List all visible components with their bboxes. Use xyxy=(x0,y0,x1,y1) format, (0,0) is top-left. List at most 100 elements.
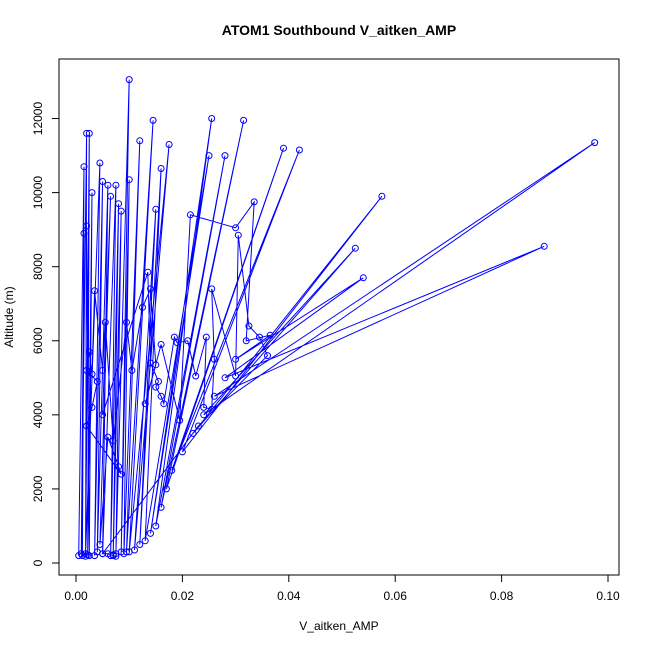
data-point xyxy=(99,178,107,185)
data-point xyxy=(189,429,197,437)
data-point xyxy=(295,146,303,154)
data-point xyxy=(157,503,165,511)
plot-frame xyxy=(58,58,620,576)
data-point xyxy=(128,366,136,374)
y-tick-label: 10000 xyxy=(31,176,45,210)
x-axis: 0.00 0.02 0.04 0.06 0.08 0.10 xyxy=(64,574,620,603)
data-point xyxy=(131,546,138,554)
y-tick-label: 12000 xyxy=(31,102,45,136)
data-point xyxy=(85,348,93,356)
y-tick-label: 2000 xyxy=(31,475,45,502)
data-point xyxy=(152,383,160,391)
data-point xyxy=(115,463,123,471)
data-point xyxy=(256,333,263,341)
data-point xyxy=(152,205,160,213)
data-point xyxy=(232,355,240,363)
data-point xyxy=(242,337,250,345)
data-point xyxy=(117,470,125,478)
data-point xyxy=(109,552,117,560)
data-point xyxy=(85,552,93,560)
data-point xyxy=(117,207,125,215)
data-point xyxy=(149,116,157,124)
data-point xyxy=(88,189,96,197)
data-point xyxy=(123,548,130,556)
y-tick-label: 6000 xyxy=(31,327,45,354)
data-point xyxy=(88,370,96,378)
data-point xyxy=(264,352,271,360)
data-point xyxy=(280,144,287,152)
data-point xyxy=(221,374,229,382)
data-point xyxy=(99,411,107,419)
data-point xyxy=(96,159,104,167)
data-point xyxy=(170,333,178,341)
data-point xyxy=(160,400,168,408)
x-axis-label: V_aitken_AMP xyxy=(299,619,378,633)
x-tick-label: 0.00 xyxy=(64,589,88,603)
data-layer xyxy=(75,76,599,560)
data-point xyxy=(200,403,208,411)
data-point xyxy=(83,222,91,230)
data-point xyxy=(234,231,242,239)
data-point xyxy=(178,448,186,456)
data-point xyxy=(152,522,160,530)
data-point xyxy=(144,268,152,276)
y-axis-label: Altitude (m) xyxy=(2,286,16,347)
data-point xyxy=(83,422,91,430)
data-point xyxy=(147,359,154,367)
data-point xyxy=(208,285,216,293)
data-point xyxy=(245,322,253,330)
chart-title: ATOM1 Southbound V_aitken_AMP xyxy=(222,22,456,38)
data-point xyxy=(136,541,144,548)
data-point xyxy=(104,181,112,189)
data-point xyxy=(221,152,229,160)
data-point xyxy=(125,76,133,84)
data-point xyxy=(107,192,115,200)
data-point xyxy=(232,372,240,380)
data-point xyxy=(91,287,99,295)
data-point xyxy=(591,139,599,147)
data-point xyxy=(96,541,104,548)
data-point xyxy=(83,129,91,137)
y-tick-label: 0 xyxy=(31,559,45,566)
data-point xyxy=(115,200,123,208)
data-point xyxy=(208,405,216,413)
data-point xyxy=(157,341,165,348)
data-point xyxy=(147,529,154,537)
data-point xyxy=(157,392,165,400)
y-tick-label: 8000 xyxy=(31,253,45,280)
data-point xyxy=(136,137,144,145)
data-point xyxy=(99,550,107,558)
data-point xyxy=(208,115,216,122)
data-point xyxy=(88,403,96,411)
data-point xyxy=(93,378,101,385)
data-point xyxy=(83,366,91,374)
data-point xyxy=(378,192,386,200)
data-point xyxy=(540,242,548,250)
data-point xyxy=(173,339,181,347)
data-point xyxy=(80,229,88,237)
data-point xyxy=(250,198,258,206)
data-point xyxy=(99,366,107,374)
x-tick-label: 0.08 xyxy=(490,589,514,603)
data-point xyxy=(85,129,93,137)
data-point xyxy=(147,285,154,293)
data-point xyxy=(165,141,173,148)
data-point xyxy=(101,318,109,326)
data-point xyxy=(240,116,248,124)
data-point xyxy=(351,244,359,252)
data-point xyxy=(359,274,367,282)
data-point xyxy=(155,378,162,385)
series-line xyxy=(78,79,595,557)
data-point xyxy=(184,337,192,345)
data-point xyxy=(141,400,149,408)
data-point xyxy=(210,355,218,363)
data-point xyxy=(82,550,90,558)
data-point xyxy=(139,303,146,311)
data-point xyxy=(157,165,165,172)
data-point xyxy=(232,224,240,232)
data-point xyxy=(162,485,170,493)
data-point xyxy=(123,318,130,326)
x-tick-label: 0.02 xyxy=(171,589,195,603)
data-point xyxy=(125,176,133,184)
